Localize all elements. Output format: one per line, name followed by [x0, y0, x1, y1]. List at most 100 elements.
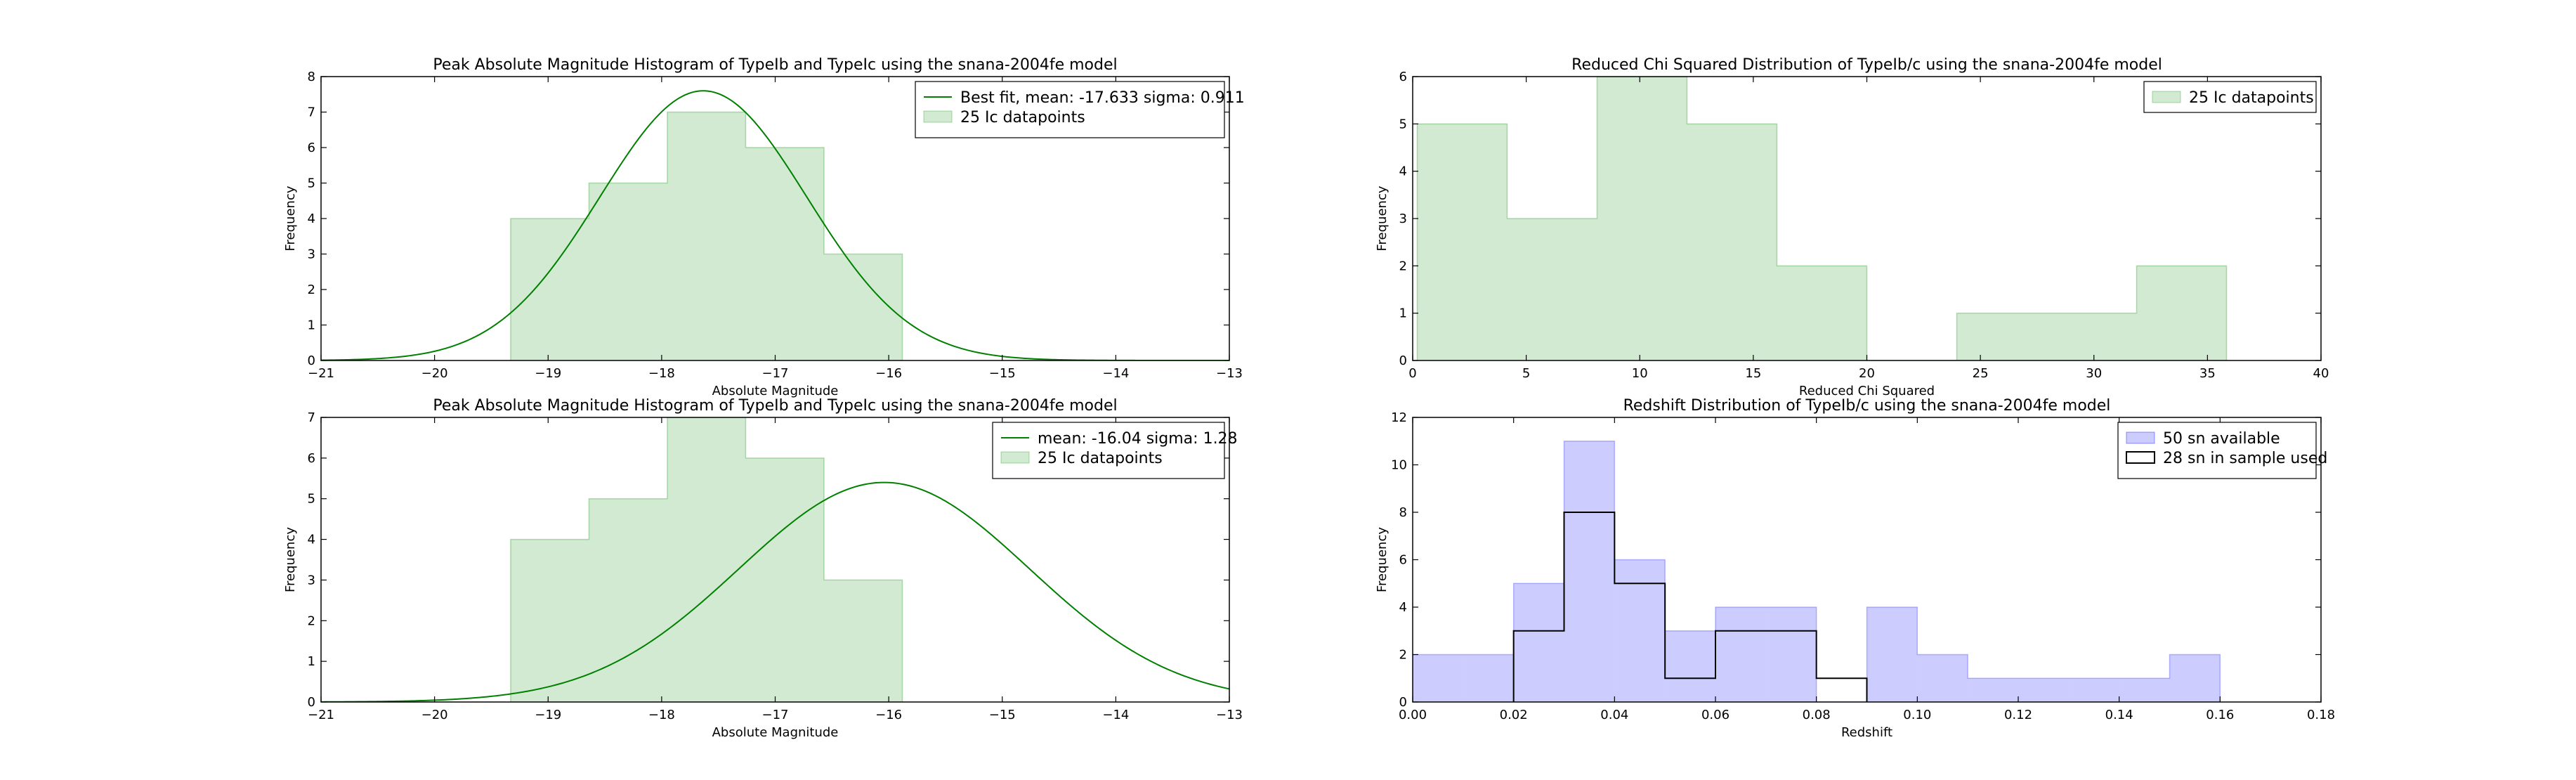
y-tick-label: 8 — [308, 70, 315, 84]
histogram-outline — [1413, 441, 2221, 702]
x-tick-label: 0.00 — [1399, 708, 1427, 722]
y-tick-label: 1 — [308, 318, 315, 333]
histogram-bar — [745, 457, 824, 702]
histogram-bar — [823, 580, 903, 702]
legend-label: 25 Ic datapoints — [1038, 450, 1163, 467]
legend-box — [2117, 422, 2317, 479]
histogram-bar — [1513, 583, 1564, 702]
y-axis-label: Frequency — [1375, 527, 1390, 592]
panel-2-plot-area — [1416, 77, 2228, 360]
x-tick-label: 35 — [2199, 366, 2216, 381]
x-tick-label: 30 — [2086, 366, 2102, 381]
y-axis-label: Frequency — [283, 527, 298, 592]
histogram-bar — [667, 112, 746, 360]
x-tick-label: −20 — [421, 366, 448, 381]
x-tick-label: −19 — [535, 708, 561, 722]
x-tick-label: 0.06 — [1701, 708, 1730, 722]
histogram-bar — [1866, 607, 1918, 702]
y-tick-label: 0 — [1399, 353, 1407, 368]
y-axis-label: Frequency — [283, 186, 298, 251]
y-tick-label: 4 — [1399, 164, 1407, 179]
y-tick-label: 4 — [308, 533, 315, 547]
legend-patch-swatch — [2152, 91, 2181, 103]
histogram-bar — [2068, 678, 2119, 702]
x-tick-label: 0.10 — [1903, 708, 1931, 722]
y-tick-label: 4 — [308, 212, 315, 226]
y-tick-label: 6 — [308, 141, 315, 155]
histogram-bar — [1614, 559, 1666, 702]
x-tick-label: −17 — [762, 366, 789, 381]
y-tick-label: 5 — [308, 176, 315, 191]
x-tick-label: 0.02 — [1500, 708, 1528, 722]
x-tick-label: 40 — [2313, 366, 2329, 381]
x-tick-label: 0.14 — [2105, 708, 2133, 722]
y-tick-label: 0 — [308, 353, 315, 368]
histogram-bar — [1715, 607, 1766, 702]
x-tick-label: −13 — [1216, 708, 1243, 722]
panel-4-plot-area — [1413, 441, 2221, 702]
x-tick-label: −14 — [1102, 366, 1129, 381]
y-tick-label: 2 — [308, 282, 315, 297]
histogram-bar — [667, 417, 746, 702]
y-tick-label: 0 — [308, 695, 315, 710]
y-tick-label: 1 — [308, 654, 315, 669]
histogram-bar — [2018, 678, 2069, 702]
panel-title: Redshift Distribution of TypeIb/c using … — [1623, 397, 2111, 415]
y-tick-label: 2 — [308, 613, 315, 628]
y-tick-label: 2 — [1399, 648, 1407, 663]
x-tick-label: −16 — [875, 708, 902, 722]
histogram-bar — [2119, 678, 2170, 702]
x-tick-label: 25 — [1973, 366, 1989, 381]
panel-title: Reduced Chi Squared Distribution of Type… — [1571, 56, 2162, 74]
histogram-bar — [1765, 607, 1817, 702]
legend-patch-swatch — [923, 110, 953, 123]
x-axis-label: Absolute Magnitude — [712, 725, 839, 740]
x-tick-label: −21 — [308, 708, 334, 722]
x-tick-label: 15 — [1745, 366, 1761, 381]
legend-label: 50 sn available — [2163, 430, 2280, 448]
x-tick-label: −16 — [875, 366, 902, 381]
legend-label: 28 sn in sample used — [2163, 450, 2327, 467]
histogram-bar — [1597, 77, 1687, 360]
histogram-bar — [589, 183, 667, 360]
panel-title: Peak Absolute Magnitude Histogram of Typ… — [433, 397, 1117, 415]
x-tick-label: 10 — [1632, 366, 1648, 381]
x-axis-label: Redshift — [1841, 725, 1892, 740]
legend: Best fit, mean: -17.633 sigma: 0.911 25 I… — [915, 81, 1245, 138]
x-tick-label: −20 — [421, 708, 448, 722]
histogram-outline — [510, 417, 903, 702]
x-tick-label: 20 — [1859, 366, 1875, 381]
legend-label: 25 Ic datapoints — [2189, 89, 2314, 107]
histogram-bar — [1463, 654, 1514, 702]
y-tick-label: 7 — [308, 105, 315, 120]
panel-2: 0 5 10 15 20 25 30 35 40 0 1 2 3 4 5 6 Reduced Chi Squar… — [1375, 56, 2329, 398]
x-tick-label: −19 — [535, 366, 561, 381]
x-tick-label: 0.04 — [1600, 708, 1628, 722]
histogram-bar — [1956, 313, 2047, 360]
histogram-bar — [1413, 654, 1463, 702]
histogram-bar — [1665, 630, 1715, 702]
panel-4: 0.00 0.02 0.04 0.06 0.08 0.10 0.12 0.14 0.16 0.18… — [1375, 397, 2335, 740]
histogram-bar — [2046, 313, 2137, 360]
histogram-bar — [589, 498, 667, 702]
x-tick-label: −15 — [989, 366, 1016, 381]
y-tick-label: 12 — [1391, 410, 1407, 425]
y-tick-label: 4 — [1399, 600, 1407, 615]
fit-curve-line — [321, 481, 1229, 702]
panel-title: Peak Absolute Magnitude Histogram of Typ… — [433, 56, 1117, 74]
step-histogram-line — [1512, 512, 1868, 702]
legend-box — [992, 422, 1225, 479]
y-tick-label: 6 — [308, 451, 315, 466]
x-tick-label: −18 — [648, 366, 675, 381]
legend-outline-swatch — [2126, 451, 2155, 464]
x-tick-label: 0 — [1408, 366, 1416, 381]
x-axis-label: Reduced Chi Squared — [1799, 384, 1935, 398]
histogram-outline — [510, 111, 903, 360]
x-tick-label: 0.08 — [1803, 708, 1831, 722]
histogram-bar — [1777, 266, 1867, 360]
histogram-bar — [510, 539, 589, 702]
legend-patch-swatch — [2126, 431, 2155, 444]
panel-3: −21 −20 −19 −18 −17 −16 −15 −14 −13 0 1 2 3 4 5 6 7 Peak … — [283, 397, 1243, 740]
panel-3-plot-area — [321, 417, 1229, 702]
